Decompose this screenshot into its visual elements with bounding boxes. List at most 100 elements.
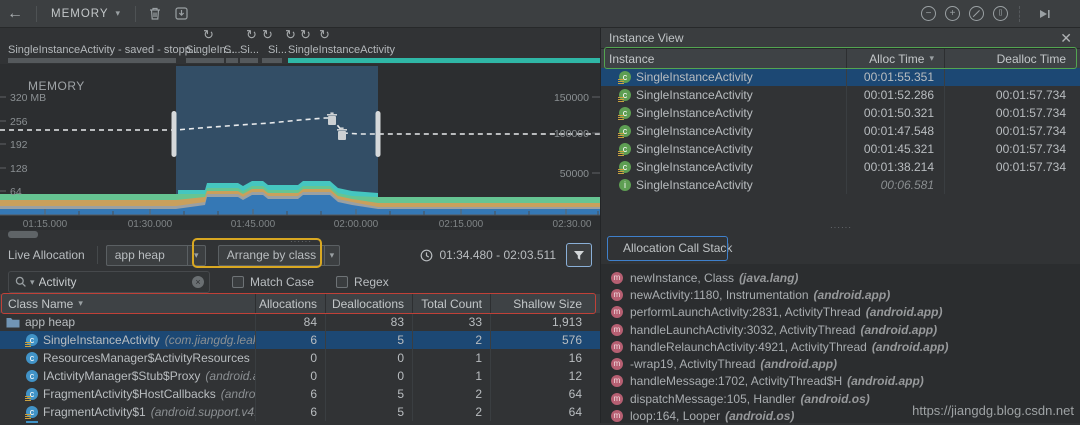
splitter-handle[interactable]: ······ (290, 237, 312, 246)
right-axis-label: 150000 (554, 92, 589, 104)
cell-shallow-size: 576 (490, 331, 600, 349)
session-range-bar[interactable] (226, 58, 238, 63)
package-name: (android.app. (205, 369, 255, 383)
stack-frame[interactable]: m handleRelaunchActivity:4921, ActivityT… (601, 338, 1080, 355)
match-case-checkbox[interactable]: Match Case (232, 275, 314, 289)
frame-icon: [] (999, 10, 1003, 17)
close-icon[interactable]: ✕ (1060, 31, 1072, 45)
session-tab[interactable]: SingleInstanceActivity (288, 44, 395, 56)
cell-total-count: 33 (412, 313, 490, 331)
zoom-in-button[interactable]: + (945, 6, 960, 21)
stack-frame[interactable]: m handleMessage:1702, ActivityThread$H (… (601, 373, 1080, 390)
chevron-down-icon: ▾ (187, 246, 205, 265)
selection-handle-left[interactable] (172, 111, 177, 157)
heap-select[interactable]: app heap ▾ (106, 245, 206, 266)
instance-name: SingleInstanceActivity (636, 70, 753, 84)
frame-package: (android.app) (760, 357, 837, 371)
session-range-bar[interactable] (186, 58, 224, 63)
column-allocations[interactable]: Allocations (255, 294, 325, 313)
session-tab[interactable]: S... (224, 44, 241, 56)
selection-handle-right[interactable] (376, 111, 381, 157)
checkbox-box (336, 276, 348, 288)
column-alloc-time[interactable]: Alloc Time ▾ (846, 49, 944, 68)
column-class-name[interactable]: Class Name ▾ (0, 297, 255, 311)
frame-method: newInstance, Class (630, 271, 734, 285)
search-input[interactable] (39, 275, 179, 289)
table-row[interactable]: c IActivityManager$Stub$Proxy (android.a… (0, 367, 600, 385)
column-total-count[interactable]: Total Count (412, 294, 490, 313)
cell-dealloc-time (944, 176, 1080, 194)
toolbar-separator (36, 6, 37, 22)
table-row[interactable]: app heap 84 83 33 1,913 (0, 313, 600, 331)
table-row-selected[interactable]: c SingleInstanceActivity (com.jiangdg.le… (0, 331, 600, 349)
column-dealloc-time[interactable]: Dealloc Time (944, 49, 1080, 68)
session-range-bar[interactable] (262, 58, 282, 63)
match-case-label: Match Case (250, 275, 314, 289)
zoom-out-button[interactable]: − (921, 6, 936, 21)
session-range-bar[interactable] (8, 58, 176, 63)
column-deallocations[interactable]: Deallocations (325, 294, 412, 313)
stack-frame[interactable]: m performLaunchActivity:2831, ActivityTh… (601, 304, 1080, 321)
stack-frame[interactable]: m -wrap19, ActivityThread (android.app) (601, 355, 1080, 372)
delete-session-button[interactable] (149, 7, 161, 20)
go-live-button[interactable] (1038, 8, 1051, 20)
search-row: ▾ × Match Case Regex (0, 270, 600, 294)
heap-folder-icon (6, 317, 20, 328)
search-options-caret[interactable]: ▾ (30, 277, 35, 288)
regex-checkbox[interactable]: Regex (336, 275, 389, 289)
timeline-scrollbar-handle[interactable] (8, 231, 38, 238)
column-label: Dealloc Time (997, 52, 1066, 66)
memory-chart[interactable]: MEMORY 320 MB 256 192 128 64 150000 1000… (0, 64, 600, 230)
sort-caret-icon: ▾ (78, 298, 83, 309)
restart-session-icon: ↻ (319, 28, 330, 41)
plus-icon: + (950, 9, 956, 19)
frame-method: handleRelaunchActivity:4921, ActivityThr… (630, 340, 867, 354)
cell-deallocations: 0 (325, 349, 412, 367)
stack-frame[interactable]: m handleLaunchActivity:3032, ActivityThr… (601, 321, 1080, 338)
stack-frame[interactable]: m newInstance, Class (java.lang) (601, 269, 1080, 286)
column-label: Allocations (259, 297, 317, 311)
profiler-type-dropdown[interactable]: MEMORY ▾ (43, 8, 129, 20)
sort-caret-icon: ▾ (929, 53, 934, 64)
stack-frame[interactable]: m newActivity:1180, Instrumentation (and… (601, 286, 1080, 303)
cell-shallow-size: 64 (490, 385, 600, 403)
column-shallow-size[interactable]: Shallow Size (490, 294, 600, 313)
column-instance[interactable]: Instance (601, 52, 846, 66)
slash-icon (973, 10, 980, 17)
cell-shallow-size: 1,913 (490, 313, 600, 331)
back-button[interactable]: ← (0, 5, 30, 23)
tab-allocation-call-stack[interactable]: Allocation Call Stack (611, 237, 744, 259)
frame-package: (java.lang) (739, 271, 798, 285)
session-range-bar[interactable] (240, 58, 258, 63)
restart-session-icon: ↻ (300, 28, 311, 41)
table-row[interactable]: c FragmentActivity$HostCallbacks (androi… (0, 385, 600, 403)
session-tab[interactable]: Si... (268, 44, 287, 56)
splitter-handle[interactable]: ······ (601, 224, 1080, 232)
cell-alloc-time: 00:01:38.214 (846, 158, 944, 176)
instance-icon: c (619, 143, 631, 155)
session-range-bar-active[interactable] (288, 58, 600, 63)
session-tab[interactable]: SingleInstanceActivity - saved - stopp..… (8, 44, 200, 56)
session-tab[interactable]: Si... (240, 44, 259, 56)
y-axis-label: 128 (10, 163, 28, 175)
reset-zoom-button[interactable] (969, 6, 984, 21)
table-row[interactable]: c FragmentActivity$1 (android.support.v4… (0, 403, 600, 421)
export-session-button[interactable] (175, 7, 188, 20)
frame-method: handleLaunchActivity:3032, ActivityThrea… (630, 323, 855, 337)
instance-icon: c (619, 71, 631, 83)
clear-search-icon[interactable]: × (192, 276, 204, 288)
filter-button[interactable] (566, 243, 592, 267)
search-field[interactable]: ▾ × (8, 271, 210, 293)
table-row[interactable]: c ResourcesManager$ActivityResources (an… (0, 349, 600, 367)
cell-allocations: 6 (255, 385, 325, 403)
arrange-by-select[interactable]: Arrange by class ▾ (218, 245, 340, 266)
zoom-to-selection-button[interactable]: [] (993, 6, 1008, 21)
cell-deallocations: 83 (325, 313, 412, 331)
